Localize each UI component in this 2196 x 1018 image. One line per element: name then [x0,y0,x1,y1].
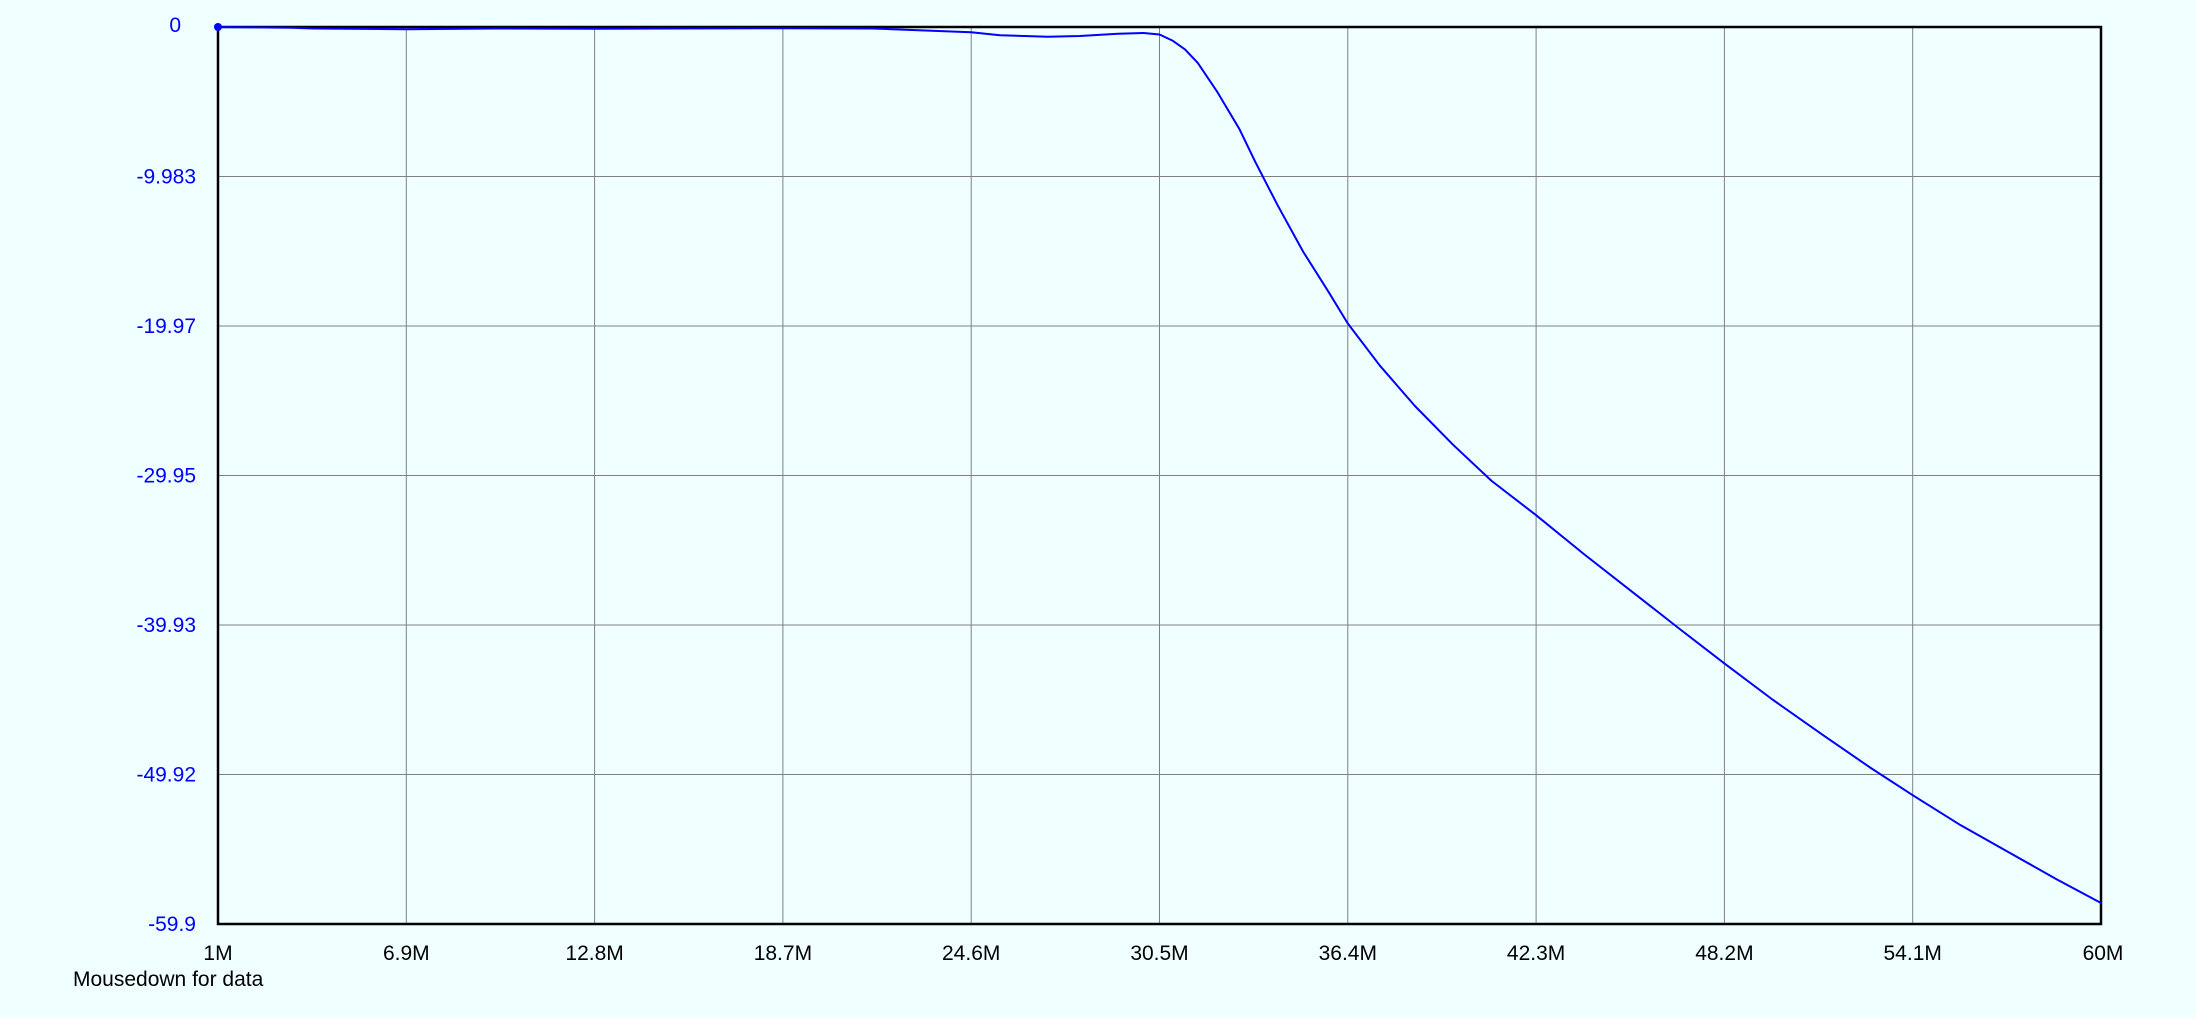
y-tick-label: -39.93 [136,614,196,637]
plot-frame [216,25,2103,926]
x-tick-label: 6.9M [383,942,430,965]
x-tick-label: 42.3M [1507,942,1565,965]
y-tick-label: -29.95 [136,465,196,488]
y-tick-label: -9.983 [136,165,196,188]
x-tick-label: 30.5M [1130,942,1188,965]
plot-frame-rect [216,25,2103,926]
y-axis-tick-labels: 0 -9.983 -19.97 -29.95 -39.93 -49.92 -59.9 [136,14,196,936]
series-layer [214,23,2102,905]
grid-layer [217,26,2102,925]
cursor-marker [214,23,222,31]
y-tick-label: -59.9 [148,913,196,936]
x-tick-label: 60M [2083,942,2124,965]
x-tick-label: 48.2M [1695,942,1753,965]
x-tick-label: 1M [203,942,232,965]
x-axis-tick-labels: 1M 6.9M 12.8M 18.7M 24.6M 30.5M 36.4M 42.3M 48.2… [203,942,2123,965]
status-hint: Mousedown for data [73,968,264,991]
x-tick-label: 24.6M [942,942,1000,965]
x-tick-label: 36.4M [1319,942,1377,965]
x-tick-label: 18.7M [754,942,812,965]
y-tick-label: -19.97 [136,315,196,338]
y-tick-label: -49.92 [136,764,196,787]
x-tick-label: 54.1M [1884,942,1942,965]
series-line [217,26,2102,905]
x-tick-label: 12.8M [565,942,623,965]
y-tick-label: 0 [169,14,181,37]
